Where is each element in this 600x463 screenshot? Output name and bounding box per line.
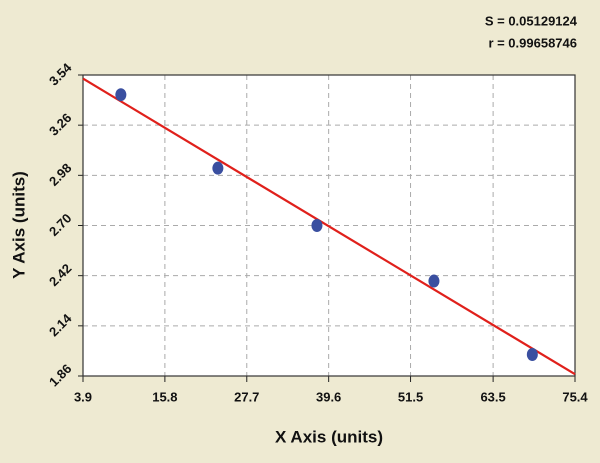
y-tick-label: 2.42: [46, 261, 75, 290]
x-tick-label: 15.8: [152, 389, 177, 404]
y-tick-label: 2.98: [46, 160, 75, 189]
data-point: [115, 88, 127, 102]
data-point: [311, 219, 323, 232]
x-tick-label: 51.5: [398, 389, 423, 404]
x-tick-label: 75.4: [562, 389, 588, 404]
plot-border: [82, 74, 576, 377]
data-point: [526, 348, 538, 361]
y-tick-label: 2.70: [46, 210, 75, 239]
annotation: r = 0.99658746: [488, 35, 577, 50]
fit-line: [82, 77, 576, 376]
y-tick-label: 3.26: [46, 110, 75, 139]
y-tick-label: 3.54: [46, 59, 75, 88]
data-point: [428, 274, 440, 288]
annotation: S = 0.05129124: [485, 13, 578, 28]
x-tick-label: 63.5: [480, 389, 505, 404]
y-tick-label: 2.14: [46, 310, 75, 339]
x-tick-label: 27.7: [234, 389, 259, 404]
y-axis-title: Y Axis (units): [9, 171, 28, 279]
x-axis-title: X Axis (units): [275, 427, 383, 446]
x-tick-label: 39.6: [316, 389, 341, 404]
x-tick-label: 3.9: [74, 389, 92, 404]
y-tick-label: 1.86: [46, 361, 75, 390]
data-point: [212, 161, 224, 175]
